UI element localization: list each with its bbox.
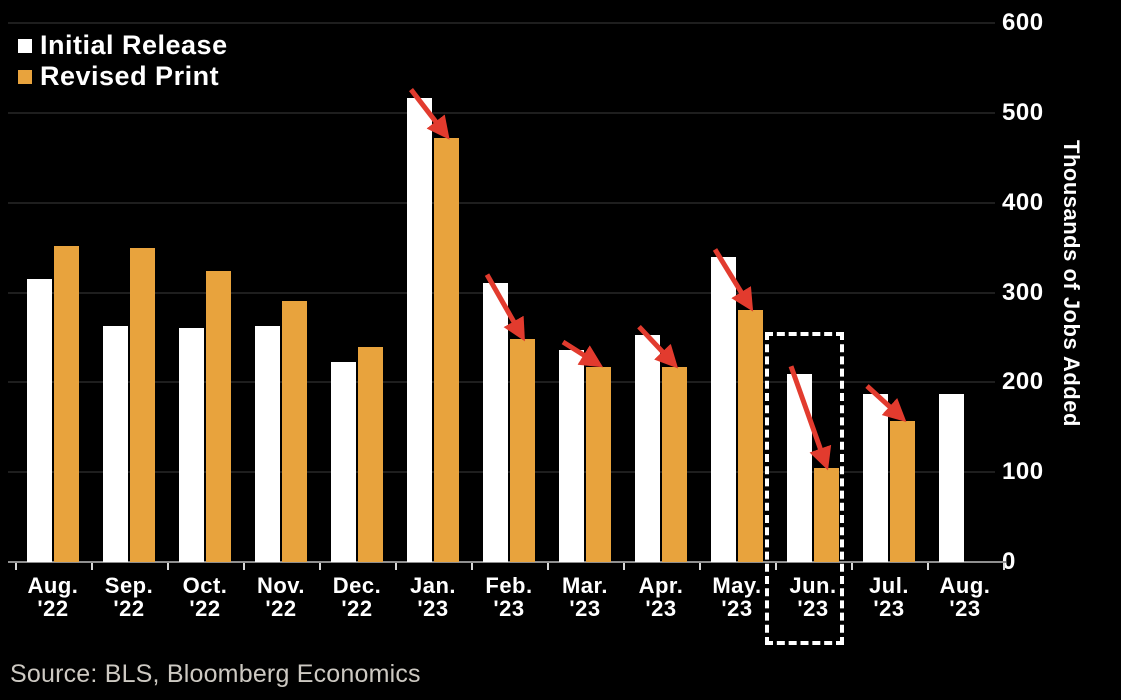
month-label: Oct. <box>182 573 228 598</box>
bar-initial-Aug. '22 <box>27 279 52 562</box>
month-label: Feb. <box>485 573 533 598</box>
y-axis-tick-label: 100 <box>1002 458 1044 486</box>
bar-revised-Feb. '23 <box>510 339 535 562</box>
year-label: '23 <box>645 596 677 621</box>
bar-revised-Aug. '22 <box>54 245 79 562</box>
x-axis-label-Jul. '23: Jul. '23 <box>844 574 934 620</box>
bar-initial-Feb. '23 <box>483 282 508 562</box>
bar-revised-Apr. '23 <box>662 367 687 562</box>
bar-initial-Dec. '22 <box>331 361 356 562</box>
month-label: Aug. <box>939 573 991 598</box>
year-label: '23 <box>949 596 981 621</box>
x-axis-label-Dec. '22: Dec. '22 <box>312 574 402 620</box>
x-axis-label-Nov. '22: Nov. '22 <box>236 574 326 620</box>
year-label: '23 <box>417 596 449 621</box>
bar-initial-May. '23 <box>711 257 736 562</box>
x-axis-label-Jan. '23: Jan. '23 <box>388 574 478 620</box>
x-axis-label-Aug. '22: Aug. '22 <box>8 574 98 620</box>
year-label: '23 <box>797 596 829 621</box>
x-axis-tick <box>167 563 169 570</box>
x-axis-tick <box>699 563 701 570</box>
legend-item-initial-release: Initial Release <box>18 30 228 61</box>
y-axis-tick-label: 400 <box>1002 188 1044 216</box>
x-axis-tick <box>623 563 625 570</box>
year-label: '22 <box>113 596 145 621</box>
bar-revised-Nov. '22 <box>282 301 307 562</box>
bar-revised-Dec. '22 <box>358 347 383 562</box>
x-axis-label-Oct. '22: Oct. '22 <box>160 574 250 620</box>
month-label: Jun. <box>789 573 837 598</box>
x-axis-label-May. '23: May. '23 <box>692 574 782 620</box>
x-axis-tick <box>395 563 397 570</box>
x-axis-tick <box>471 563 473 570</box>
legend-label-revised-print: Revised Print <box>40 61 220 91</box>
bar-initial-Apr. '23 <box>635 334 660 562</box>
bar-revised-Jun. '23 <box>814 467 839 562</box>
month-label: Apr. <box>638 573 684 598</box>
gridline-600 <box>8 22 995 24</box>
year-label: '22 <box>265 596 297 621</box>
bar-revised-Oct. '22 <box>206 270 231 562</box>
bar-revised-Mar. '23 <box>586 367 611 562</box>
x-axis-label-Sep. '22: Sep. '22 <box>84 574 174 620</box>
bar-initial-Mar. '23 <box>559 349 584 562</box>
y-axis-tick-label: 500 <box>1002 98 1044 126</box>
legend-swatch-initial-release <box>18 38 32 53</box>
month-label: Jul. <box>869 573 909 598</box>
y-axis-tick-label: 300 <box>1002 278 1044 306</box>
bar-revised-Jul. '23 <box>890 420 915 562</box>
legend-item-revised-print: Revised Print <box>18 61 228 92</box>
month-label: May. <box>712 573 762 598</box>
year-label: '23 <box>569 596 601 621</box>
x-axis-label-Mar. '23: Mar. '23 <box>540 574 630 620</box>
bar-initial-Aug. '23 <box>939 394 964 562</box>
bar-initial-Nov. '22 <box>255 325 280 562</box>
legend-swatch-revised-print <box>18 69 32 84</box>
x-axis-tick <box>15 563 17 570</box>
y-axis-tick-label: 200 <box>1002 368 1044 396</box>
x-axis-label-Aug. '23: Aug. '23 <box>920 574 1010 620</box>
x-axis-tick <box>775 563 777 570</box>
x-axis-tick <box>547 563 549 570</box>
x-axis-tick <box>243 563 245 570</box>
x-axis-tick <box>91 563 93 570</box>
y-axis-title: Thousands of Jobs Added <box>1059 140 1084 427</box>
bar-initial-Sep. '22 <box>103 325 128 562</box>
month-label: Mar. <box>561 573 609 598</box>
legend-label-initial-release: Initial Release <box>40 30 228 60</box>
year-label: '22 <box>189 596 221 621</box>
month-label: Dec. <box>332 573 382 598</box>
x-axis-tick <box>851 563 853 570</box>
bar-revised-May. '23 <box>738 309 763 562</box>
x-axis-label-Feb. '23: Feb. '23 <box>464 574 554 620</box>
month-label: Jan. <box>409 573 457 598</box>
source-caption: Source: BLS, Bloomberg Economics <box>10 660 421 688</box>
gridline-500 <box>8 111 995 114</box>
x-axis-line <box>8 561 1006 563</box>
bar-initial-Jul. '23 <box>863 394 888 562</box>
x-axis-tick <box>319 563 321 570</box>
highlight-box-Jun. '23 <box>765 332 844 645</box>
x-axis-label-Jun. '23: Jun. '23 <box>768 574 858 620</box>
month-label: Nov. <box>256 573 306 598</box>
year-label: '23 <box>873 596 905 621</box>
x-axis-label-Apr. '23: Apr. '23 <box>616 574 706 620</box>
x-axis-tick <box>1003 563 1005 570</box>
year-label: '22 <box>341 596 373 621</box>
month-label: Aug. <box>27 573 79 598</box>
month-label: Sep. <box>104 573 154 598</box>
gridline-400 <box>8 201 995 204</box>
y-axis-tick-label: 600 <box>1002 9 1044 36</box>
chart-legend: Initial Release Revised Print <box>18 30 228 92</box>
bar-initial-Jan. '23 <box>407 97 432 562</box>
y-axis-tick-label: 0 <box>1002 548 1016 575</box>
bar-revised-Sep. '22 <box>130 247 155 562</box>
bar-initial-Oct. '22 <box>179 327 204 562</box>
year-label: '22 <box>37 596 69 621</box>
year-label: '23 <box>721 596 753 621</box>
x-axis-tick <box>927 563 929 570</box>
year-label: '23 <box>493 596 525 621</box>
bar-revised-Jan. '23 <box>434 137 459 562</box>
